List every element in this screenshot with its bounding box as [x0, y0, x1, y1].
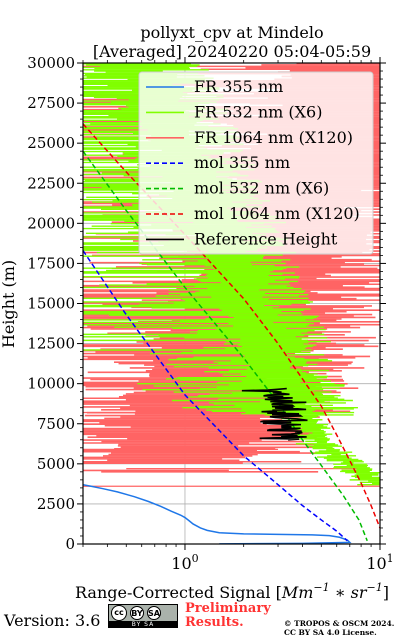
legend-label: Reference Height	[194, 229, 338, 248]
version-label: Version: 3.6	[4, 611, 101, 630]
x-axis-label: Range-Corrected Signal [Mm−1 ∗ sr−1]	[75, 581, 389, 602]
x-tick-label: 101	[366, 552, 393, 573]
y-tick-label: 22500	[27, 174, 75, 192]
legend: FR 355 nm FR 532 nm (X6) FR 1064 nm (X120)…	[138, 71, 374, 255]
attribution-icon: BY	[130, 606, 144, 620]
y-tick-label: 20000	[27, 214, 75, 232]
y-axis-label: Height (m)	[0, 260, 18, 348]
mol-reference-curve	[83, 250, 348, 542]
chart-subtitle: [Averaged] 20240220 05:04-05:59	[93, 42, 371, 61]
cc-badge-caption: BY SA	[109, 621, 177, 627]
y-tick-label: 5000	[37, 455, 75, 473]
copyright-notice: © TROPOS & OSCM 2024. CC BY SA 4.0 Licen…	[284, 619, 394, 637]
chart-title: pollyxt_cpv at Mindelo	[140, 23, 323, 42]
y-tick-label: 10000	[27, 375, 75, 393]
preliminary-results-notice: Preliminary Results.	[185, 602, 271, 630]
legend-label: mol 1064 nm (X120)	[194, 204, 360, 223]
preliminary-line-1: Preliminary	[185, 601, 271, 616]
y-tick-label: 12500	[27, 335, 75, 353]
legend-label: mol 355 nm	[194, 153, 290, 172]
cc-license-badge: cc BY SA BY SA	[108, 604, 178, 628]
legend-label: FR 532 nm (X6)	[194, 102, 322, 121]
y-tick-label: 27500	[27, 94, 75, 112]
copyright-line-2: CC BY SA 4.0 License.	[284, 628, 377, 637]
creative-commons-icon: cc	[111, 605, 127, 621]
legend-label: FR 355 nm	[194, 77, 283, 96]
y-tick-label: 15000	[27, 295, 75, 313]
y-tick-label: 0	[65, 535, 75, 553]
y-tick-label: 30000	[27, 54, 75, 72]
copyright-line-1: © TROPOS & OSCM 2024.	[284, 619, 395, 628]
preliminary-line-2: Results.	[185, 615, 244, 630]
legend-label: mol 532 nm (X6)	[194, 179, 329, 198]
share-alike-icon: SA	[147, 606, 161, 620]
x-tick-label: 100	[171, 552, 198, 573]
fr-355-trace	[83, 483, 352, 544]
y-tick-label: 2500	[37, 495, 75, 513]
y-tick-label: 7500	[37, 415, 75, 433]
legend-box	[138, 71, 374, 255]
plot-area: 0 2500 5000 7500 10000 12500 15000 17500 20000 22…	[27, 54, 393, 573]
reference-height-trace	[241, 387, 308, 441]
y-tick-label: 17500	[27, 254, 75, 272]
y-tick-label: 25000	[27, 134, 75, 152]
legend-label: FR 1064 nm (X120)	[194, 128, 353, 147]
